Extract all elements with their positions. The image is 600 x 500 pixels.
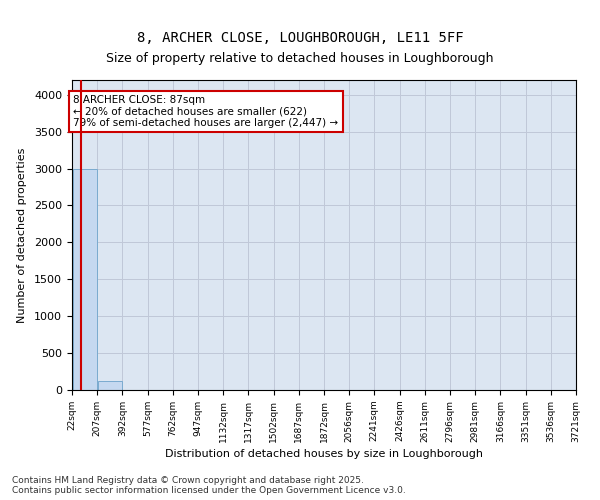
X-axis label: Distribution of detached houses by size in Loughborough: Distribution of detached houses by size … [165, 449, 483, 459]
Bar [98, 381, 122, 390]
Text: 8 ARCHER CLOSE: 87sqm
← 20% of detached houses are smaller (622)
79% of semi-det: 8 ARCHER CLOSE: 87sqm ← 20% of detached … [73, 95, 338, 128]
Text: Contains HM Land Registry data © Crown copyright and database right 2025.
Contai: Contains HM Land Registry data © Crown c… [12, 476, 406, 495]
Text: Size of property relative to detached houses in Loughborough: Size of property relative to detached ho… [106, 52, 494, 65]
Y-axis label: Number of detached properties: Number of detached properties [17, 148, 27, 322]
Bar [73, 168, 97, 390]
Text: 8, ARCHER CLOSE, LOUGHBOROUGH, LE11 5FF: 8, ARCHER CLOSE, LOUGHBOROUGH, LE11 5FF [137, 31, 463, 45]
